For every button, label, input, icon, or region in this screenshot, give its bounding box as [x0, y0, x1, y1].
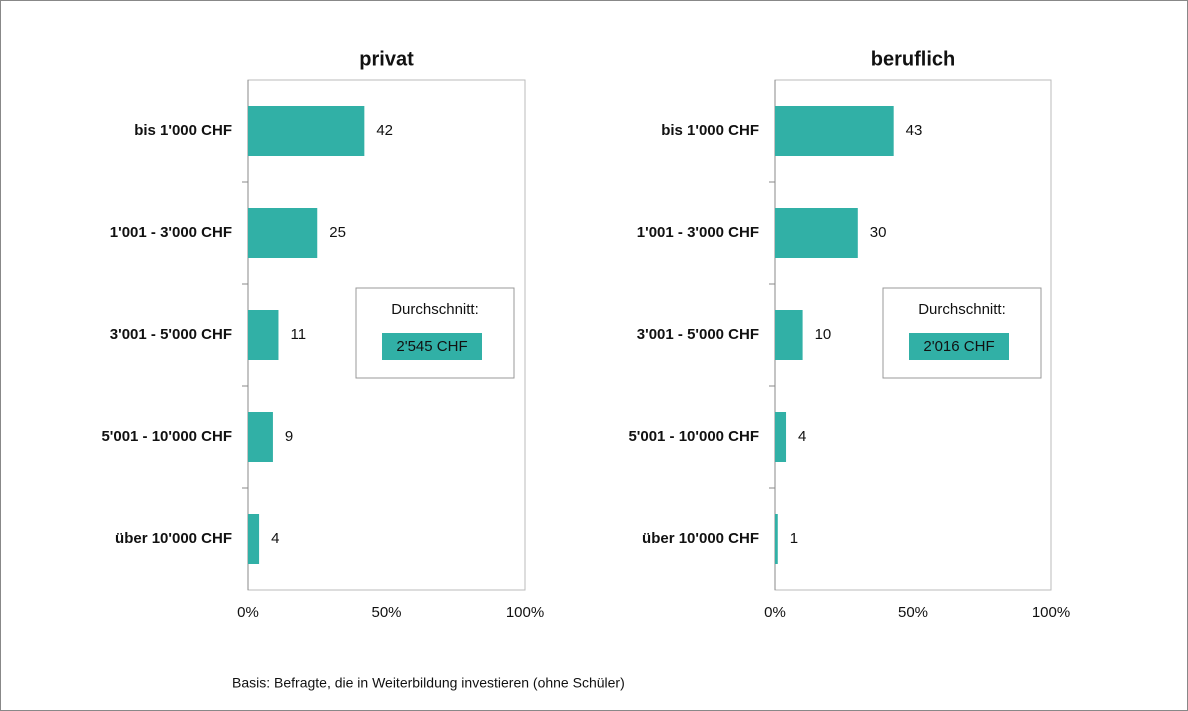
category-label: 5'001 - 10'000 CHF [628, 428, 759, 445]
value-label: 42 [376, 122, 393, 139]
category-label: über 10'000 CHF [115, 530, 232, 547]
value-label: 30 [870, 224, 887, 241]
annotation-text: 2'545 CHF [396, 338, 467, 355]
bar [775, 310, 803, 360]
bar [248, 514, 260, 564]
footnote: Basis: Befragte, die in Weiterbildung in… [232, 675, 625, 691]
category-label: 1'001 - 3'000 CHF [110, 224, 232, 241]
category-label: 3'001 - 5'000 CHF [110, 326, 232, 343]
x-tick-label: 50% [371, 604, 401, 621]
annotation-highlight [909, 333, 1009, 360]
bar [775, 106, 894, 156]
value-label: 4 [271, 530, 279, 547]
bar [775, 412, 787, 462]
category-label: 1'001 - 3'000 CHF [637, 224, 759, 241]
x-tick-label: 0% [237, 604, 259, 621]
annotation-highlight [382, 333, 482, 360]
value-label: 1 [790, 530, 798, 547]
category-label: über 10'000 CHF [642, 530, 759, 547]
x-tick-label: 100% [1032, 604, 1070, 621]
bar [248, 106, 365, 156]
value-label: 11 [290, 326, 306, 343]
bar [248, 310, 279, 360]
x-tick-label: 100% [506, 604, 544, 621]
x-tick-label: 0% [764, 604, 786, 621]
x-tick-label: 50% [898, 604, 928, 621]
category-label: 3'001 - 5'000 CHF [637, 326, 759, 343]
chart-title: beruflich [871, 48, 955, 70]
bar [248, 412, 273, 462]
category-label: bis 1'000 CHF [661, 122, 759, 139]
bar [775, 208, 858, 258]
value-label: 25 [329, 224, 346, 241]
bar [248, 208, 318, 258]
chart-title: privat [359, 48, 414, 70]
value-label: 4 [798, 428, 806, 445]
annotation-title: Durchschnitt: [391, 301, 479, 318]
value-label: 10 [815, 326, 832, 343]
value-label: 43 [906, 122, 923, 139]
annotation-title: Durchschnitt: [918, 301, 1006, 318]
annotation-text: 2'016 CHF [923, 338, 994, 355]
category-label: 5'001 - 10'000 CHF [101, 428, 232, 445]
category-label: bis 1'000 CHF [134, 122, 232, 139]
value-label: 9 [285, 428, 293, 445]
bar [775, 514, 778, 564]
